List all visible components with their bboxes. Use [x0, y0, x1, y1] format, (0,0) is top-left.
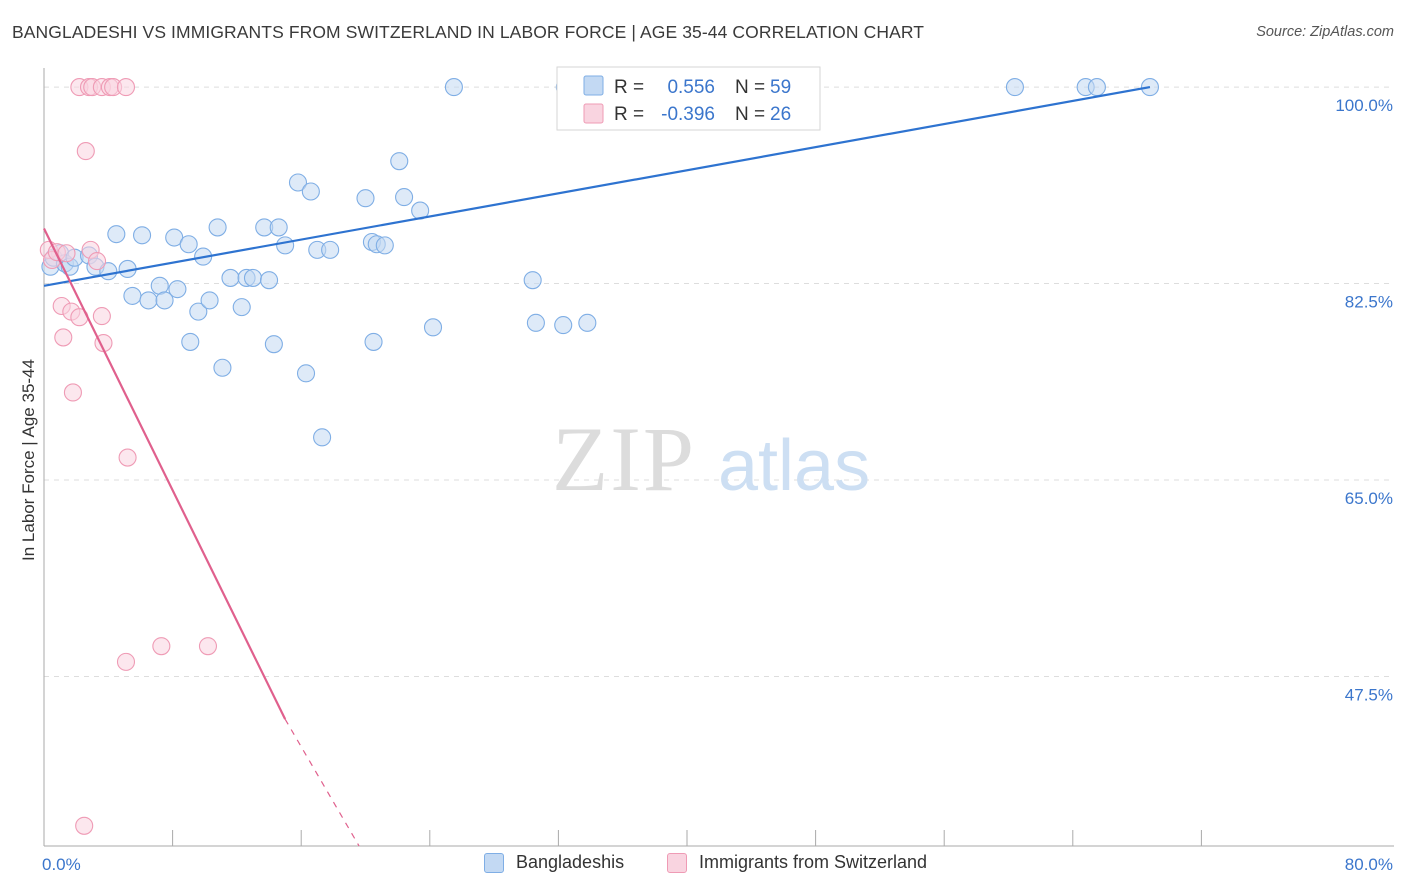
point-bangladeshis [301, 182, 320, 201]
point-switzerland [116, 652, 136, 671]
point-switzerland [198, 637, 218, 656]
point-bangladeshis [444, 78, 463, 97]
chart-title: BANGLADESHI VS IMMIGRANTS FROM SWITZERLA… [12, 22, 925, 42]
point-switzerland [118, 448, 137, 467]
point-bangladeshis [243, 268, 263, 287]
point-switzerland [57, 244, 76, 263]
point-switzerland [116, 78, 136, 97]
point-bangladeshis [523, 271, 542, 290]
point-bangladeshis [390, 152, 409, 171]
point-bangladeshis [168, 280, 187, 299]
point-bangladeshis [526, 313, 545, 332]
point-bangladeshis [578, 313, 597, 332]
point-bangladeshis [321, 240, 340, 259]
legend-swatch-pink [667, 852, 687, 873]
legend-swatch-blue [484, 852, 504, 873]
n-value-2: 26 [770, 104, 791, 125]
point-bangladeshis [107, 225, 126, 244]
watermark-zip: ZIP [552, 408, 696, 510]
legend-item-switzerland[interactable]: Immigrants from Switzerland [667, 852, 927, 873]
n-label-1: N = [735, 77, 765, 98]
point-bangladeshis [276, 236, 295, 255]
point-switzerland [76, 142, 95, 161]
n-value-1: 59 [770, 77, 791, 98]
y-tick-label: 100.0% [1335, 96, 1393, 115]
point-bangladeshis [213, 358, 232, 377]
points-layer [39, 78, 1160, 835]
point-bangladeshis [264, 335, 283, 354]
y-axis-label: In Labor Force | Age 35-44 [19, 359, 38, 561]
watermark-atlas: atlas [718, 426, 870, 506]
y-tick-label: 65.0% [1345, 489, 1393, 508]
stat-legend-pink-swatch [583, 103, 604, 124]
point-bangladeshis [1087, 78, 1106, 97]
point-bangladeshis [296, 364, 316, 383]
n-label-2: N = [735, 104, 765, 125]
point-switzerland [75, 816, 94, 835]
point-bangladeshis [288, 173, 308, 192]
x-tick-label: 0.0% [42, 855, 81, 874]
y-tick-label: 82.5% [1345, 293, 1393, 312]
legend-item-bangladeshis[interactable]: Bangladeshis [484, 852, 624, 873]
axis-layer: 100.0% 82.5% 65.0% 47.5% 0.0% 80.0% [42, 68, 1394, 874]
point-bangladeshis [232, 298, 251, 317]
point-bangladeshis [208, 218, 227, 237]
point-switzerland [152, 637, 171, 656]
point-bangladeshis [269, 218, 288, 237]
point-bangladeshis [139, 291, 158, 310]
r-value-1: 0.556 [667, 77, 715, 98]
x-tick-label: 80.0% [1345, 855, 1393, 874]
point-bangladeshis [423, 318, 443, 337]
point-bangladeshis [1005, 78, 1024, 97]
trend-layer [43, 86, 1151, 847]
y-tick-label: 47.5% [1345, 685, 1393, 704]
point-bangladeshis [395, 188, 414, 207]
legend-label-switzerland: Immigrants from Switzerland [699, 852, 928, 872]
point-switzerland [63, 383, 82, 402]
point-bangladeshis [133, 226, 152, 245]
point-bangladeshis [179, 235, 198, 254]
trend-line-switzerland [43, 228, 287, 720]
point-bangladeshis [123, 286, 142, 305]
point-bangladeshis [356, 189, 375, 208]
trend-line-switzerland-extension [284, 718, 360, 847]
trend-line-bangladeshis [43, 86, 1151, 287]
r-label-2: R = [614, 104, 644, 125]
point-switzerland [54, 328, 73, 347]
stat-legend-blue-swatch [583, 75, 604, 96]
watermark: ZIP atlas [552, 408, 870, 510]
point-bangladeshis [554, 316, 573, 335]
point-bangladeshis [189, 302, 208, 321]
r-label-1: R = [614, 77, 644, 98]
point-bangladeshis [200, 291, 219, 310]
legend-label-bangladeshis: Bangladeshis [516, 852, 625, 872]
point-bangladeshis [155, 291, 174, 310]
grid-layer [44, 86, 1394, 677]
point-bangladeshis [313, 428, 332, 447]
bottom-legend: Bangladeshis Immigrants from Switzerland [0, 850, 1406, 880]
source-label: Source: ZipAtlas.com [1256, 24, 1394, 40]
point-switzerland [87, 252, 107, 271]
r-value-2: -0.396 [661, 104, 715, 125]
point-bangladeshis [181, 332, 200, 351]
stat-legend: R = 0.556 N = 59 R = -0.396 N = 26 [556, 66, 821, 131]
point-bangladeshis [259, 271, 279, 290]
point-bangladeshis [375, 236, 394, 255]
point-switzerland [92, 307, 111, 326]
point-bangladeshis [221, 268, 240, 287]
point-bangladeshis [364, 332, 383, 351]
